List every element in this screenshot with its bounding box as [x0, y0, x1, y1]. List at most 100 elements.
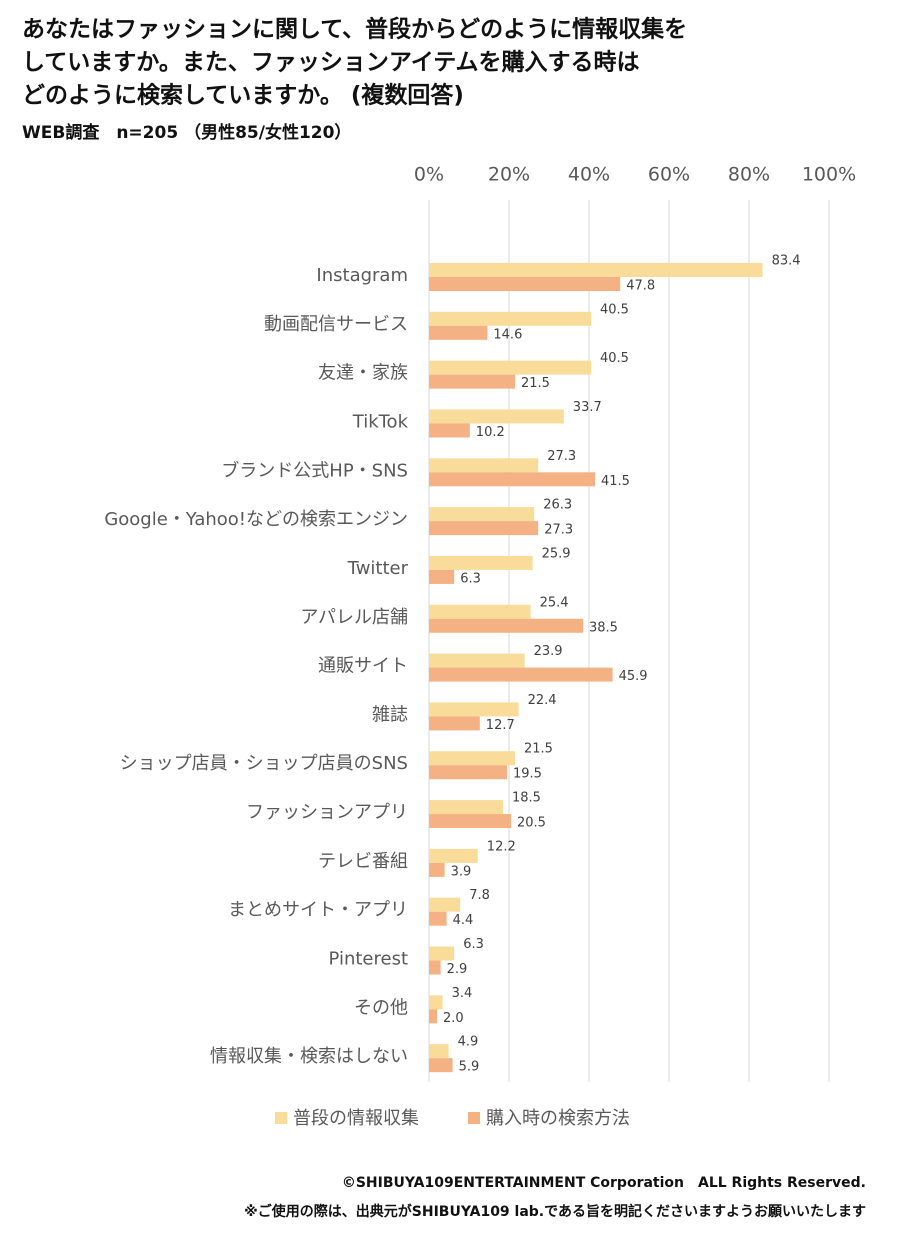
bar	[429, 911, 447, 926]
legend-swatch	[275, 1112, 287, 1124]
value-label: 3.4	[452, 986, 473, 1001]
value-label: 41.5	[601, 474, 630, 489]
category-label: まとめサイト・アプリ	[228, 900, 408, 921]
bar	[429, 716, 480, 731]
value-label: 25.9	[542, 546, 571, 561]
value-label: 12.7	[486, 718, 515, 733]
bar	[429, 311, 591, 326]
category-label: Pinterest	[328, 949, 408, 970]
bar	[429, 702, 519, 717]
chart-title: していますか。また、ファッションアイテムを購入する時は	[22, 50, 640, 76]
value-label: 21.5	[521, 376, 550, 391]
x-tick-label: 20%	[488, 164, 530, 186]
value-label: 5.9	[459, 1060, 480, 1075]
category-label: ブランド公式HP・SNS	[221, 459, 408, 481]
value-label: 6.3	[463, 937, 484, 952]
note: ※ご使用の際は、出典元がSHIBUYA109 lab.である旨を明記くださいます…	[244, 1203, 866, 1220]
value-label: 6.3	[460, 571, 481, 586]
legend-swatch	[468, 1112, 480, 1124]
category-label: テレビ番組	[318, 851, 408, 872]
value-label: 47.8	[626, 279, 655, 294]
bar	[429, 800, 503, 815]
bar	[429, 374, 515, 389]
category-label: 友達・家族	[318, 363, 408, 384]
category-label: TikTok	[352, 411, 409, 432]
bar	[429, 263, 763, 277]
bar	[429, 1009, 437, 1024]
bar	[429, 360, 591, 375]
bar	[429, 409, 564, 424]
bar	[429, 667, 613, 682]
value-label: 4.4	[453, 913, 474, 928]
x-tick-label: 100%	[802, 164, 856, 186]
x-tick-label: 40%	[568, 164, 610, 186]
value-label: 2.9	[447, 962, 468, 977]
bar	[429, 604, 531, 619]
value-label: 45.9	[619, 669, 648, 684]
bar	[429, 751, 515, 766]
category-label: Google・Yahoo!などの検索エンジン	[104, 509, 408, 530]
value-label: 23.9	[534, 644, 563, 659]
value-label: 10.2	[476, 425, 505, 440]
value-label: 4.9	[458, 1035, 479, 1050]
category-label: 雑誌	[372, 704, 408, 725]
bar	[429, 507, 535, 522]
value-label: 83.4	[772, 254, 801, 269]
value-label: 40.5	[600, 351, 629, 366]
category-label: ショップ店員・ショップ店員のSNS	[120, 753, 408, 774]
value-label: 25.4	[540, 595, 569, 610]
bar	[429, 946, 455, 961]
value-label: 18.5	[512, 791, 541, 806]
category-label: Twitter	[347, 558, 409, 579]
chart-title: あなたはファッションに関して、普段からどのように情報収集を	[22, 16, 687, 43]
bar	[429, 618, 583, 633]
bar	[429, 555, 533, 570]
value-label: 3.9	[451, 864, 472, 879]
value-label: 7.8	[469, 888, 490, 903]
bar	[429, 862, 445, 877]
value-label: 26.3	[543, 498, 572, 513]
legend-label: 購入時の検索方法	[486, 1108, 630, 1129]
value-label: 2.0	[443, 1011, 464, 1026]
value-label: 21.5	[524, 742, 553, 757]
bar	[429, 897, 461, 912]
category-label: 情報収集・検索はしない	[210, 1046, 408, 1067]
category-label: Instagram	[316, 265, 408, 286]
category-label: 通販サイト	[318, 656, 408, 677]
value-label: 40.5	[600, 302, 629, 317]
x-tick-label: 80%	[728, 164, 770, 186]
copyright: ©SHIBUYA109ENTERTAINMENT Corporation ALL…	[342, 1175, 866, 1191]
x-tick-label: 0%	[414, 164, 444, 186]
bar	[429, 960, 441, 975]
bar	[429, 814, 511, 829]
bar	[429, 277, 621, 291]
bar	[429, 325, 488, 340]
value-label: 27.3	[544, 523, 573, 538]
value-label: 27.3	[547, 449, 576, 464]
value-label: 12.2	[487, 839, 516, 854]
x-tick-label: 60%	[648, 164, 690, 186]
value-label: 22.4	[528, 693, 557, 708]
category-label: ファッションアプリ	[246, 802, 408, 823]
chart-title: どのように検索していますか。 (複数回答)	[22, 82, 464, 109]
category-label: アパレル店舗	[300, 607, 408, 628]
value-label: 38.5	[589, 620, 618, 635]
bar	[429, 569, 455, 584]
bar	[429, 653, 525, 668]
bar	[429, 995, 443, 1010]
bar	[429, 1058, 453, 1073]
value-label: 19.5	[513, 767, 542, 782]
bar	[429, 848, 478, 863]
category-label: その他	[354, 997, 408, 1018]
bar	[429, 521, 539, 536]
category-label: 動画配信サービス	[264, 314, 408, 335]
chart-subtitle: WEB調査 n=205 （男性85/女性120）	[22, 122, 351, 143]
bar	[429, 1044, 449, 1059]
value-label: 33.7	[573, 400, 602, 415]
bar	[429, 458, 539, 473]
bar	[429, 765, 507, 780]
value-label: 20.5	[517, 816, 546, 831]
bar	[429, 423, 470, 438]
value-label: 14.6	[493, 327, 522, 342]
